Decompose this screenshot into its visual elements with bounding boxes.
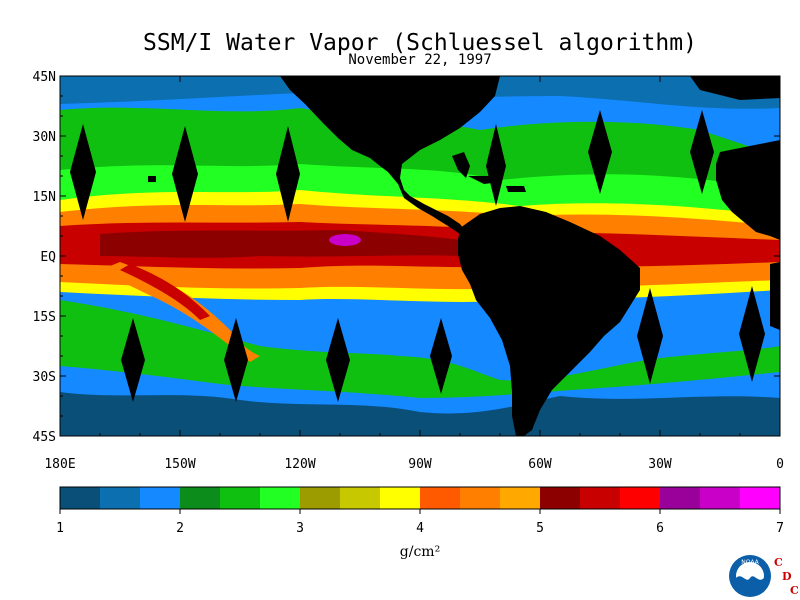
colorbar-segment: [140, 487, 181, 509]
colorbar-segment: [740, 487, 781, 509]
logo-agency: NOAA: [741, 559, 759, 566]
lon-label: 0: [776, 457, 784, 472]
colorbar-tick-label: 4: [416, 521, 424, 536]
colorbar-units: g/cm²: [399, 544, 441, 560]
colorbar-segment: [100, 487, 141, 509]
missing-data-swath: [121, 318, 145, 402]
missing-data-swath: [172, 126, 198, 222]
map-date: November 22, 1997: [348, 52, 492, 68]
colorbar-tick-label: 3: [296, 521, 304, 536]
missing-data-swath: [739, 286, 765, 382]
land-greenland: [690, 76, 780, 100]
land-masses: [70, 76, 780, 436]
colorbar: [59, 486, 781, 510]
lat-label: 30S: [33, 370, 56, 385]
longitude-axis: 180E 150W 120W 90W 60W 30W 0: [44, 76, 784, 472]
land-africa-south: [770, 262, 780, 330]
lat-label: 45S: [33, 430, 56, 445]
noaa-cdc-logo: NOAA C D C: [729, 555, 799, 597]
colorbar-segment: [500, 487, 541, 509]
colorbar-segment: [700, 487, 741, 509]
lon-label: 30W: [648, 457, 672, 472]
vapor-spcz-core: [120, 264, 210, 320]
vapor-peak-magenta: [329, 234, 361, 246]
colorbar-segment: [260, 487, 301, 509]
lon-label: 120W: [284, 457, 315, 472]
missing-data-swath: [326, 318, 350, 402]
missing-data-swath: [486, 124, 506, 206]
vapor-band-dark-red: [100, 230, 460, 258]
missing-data-swath: [276, 126, 300, 222]
colorbar-segment: [180, 487, 221, 509]
missing-data-swath: [588, 110, 612, 194]
colorbar-ticks: 1 2 3 4 5 6 7: [56, 509, 784, 536]
colorbar-segment: [660, 487, 701, 509]
map-field: [60, 76, 780, 436]
missing-data-swath: [224, 318, 248, 402]
land-south-america: [458, 206, 640, 436]
lat-label: EQ: [40, 250, 56, 265]
colorbar-segment: [460, 487, 501, 509]
lon-label: 90W: [408, 457, 432, 472]
colorbar-segment: [300, 487, 341, 509]
logo-letter: C: [774, 556, 783, 569]
lon-label: 150W: [164, 457, 195, 472]
colorbar-segment: [60, 487, 101, 509]
lat-label: 45N: [33, 70, 56, 85]
colorbar-segment: [580, 487, 621, 509]
lat-label: 15N: [33, 190, 56, 205]
land-africa: [716, 140, 780, 240]
land-central-america: [398, 184, 466, 234]
lon-label: 60W: [528, 457, 552, 472]
logo-letter: D: [782, 570, 792, 583]
noaa-wave-icon: [736, 576, 764, 592]
latitude-axis: 45N 30N 15N EQ 15S 30S 45S: [33, 70, 780, 445]
lat-label: 15S: [33, 310, 56, 325]
land-hawaii: [148, 176, 156, 182]
land-north-america: [280, 76, 500, 190]
colorbar-segment: [220, 487, 261, 509]
colorbar-tick-label: 6: [656, 521, 664, 536]
missing-data-swath: [70, 124, 96, 220]
logo-letter: C: [790, 584, 799, 597]
vapor-band-south-low: [60, 392, 780, 436]
colorbar-segment: [540, 487, 581, 509]
vapor-spcz-arm: [100, 262, 260, 362]
lon-label: 180E: [44, 457, 75, 472]
colorbar-tick-label: 1: [56, 521, 64, 536]
lat-label: 30N: [33, 130, 56, 145]
colorbar-segment: [380, 487, 421, 509]
land-hispaniola: [506, 186, 526, 192]
colorbar-segment: [420, 487, 461, 509]
map-title: SSM/I Water Vapor (Schluessel algorithm): [143, 30, 697, 56]
missing-data-swath: [430, 318, 452, 394]
colorbar-segment: [620, 487, 661, 509]
colorbar-segment: [340, 487, 381, 509]
land-florida: [452, 152, 470, 178]
colorbar-tick-label: 2: [176, 521, 184, 536]
missing-data-swath: [637, 288, 663, 384]
missing-data-swath: [690, 110, 714, 194]
colorbar-tick-label: 7: [776, 521, 784, 536]
colorbar-tick-label: 5: [536, 521, 544, 536]
